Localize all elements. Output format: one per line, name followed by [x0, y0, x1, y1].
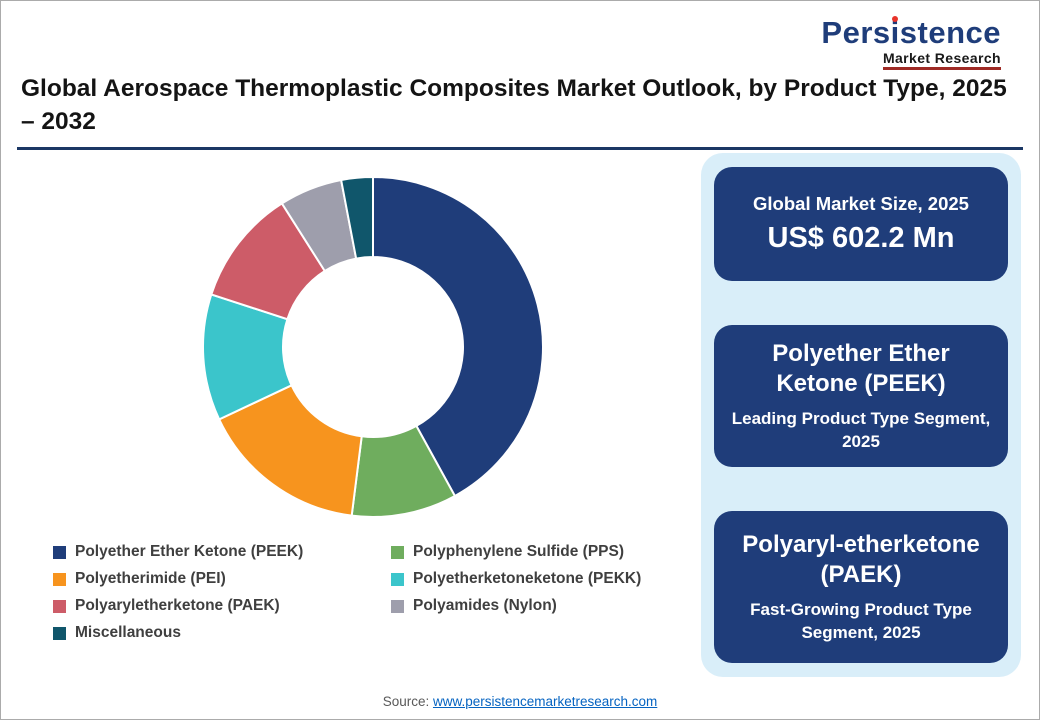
- fast-growing-segment-box: Polyaryl-etherketone (PAEK) Fast-Growing…: [714, 511, 1008, 663]
- market-size-value: US$ 602.2 Mn: [767, 222, 955, 254]
- legend-label: Polyaryletherketone (PAEK): [75, 597, 280, 614]
- legend-swatch: [391, 545, 404, 559]
- company-logo: Persistence Market Research: [821, 17, 1001, 70]
- logo-red-dot-i: i: [890, 15, 900, 50]
- legend-swatch: [53, 545, 66, 559]
- legend-column: Polyether Ether Ketone (PEEK) Polyetherim…: [53, 543, 391, 651]
- market-size-box: Global Market Size, 2025 US$ 602.2 Mn: [714, 167, 1008, 281]
- title-divider: [17, 147, 1023, 150]
- legend-swatch: [391, 599, 404, 613]
- legend-label: Polyetherimide (PEI): [75, 570, 226, 587]
- donut-chart-svg: [202, 175, 544, 519]
- legend-column: Polyphenylene Sulfide (PPS) Polyetherketo…: [391, 543, 641, 651]
- logo-text: Pers: [821, 15, 891, 50]
- donut-chart: [197, 171, 549, 523]
- logo-wordmark: Persistence: [821, 17, 1001, 48]
- source-link[interactable]: www.persistencemarketresearch.com: [432, 694, 658, 709]
- fast-growing-segment-name: Polyaryl-etherketone (PAEK): [742, 531, 980, 589]
- leading-segment-box: Polyether Ether Ketone (PEEK) Leading Pr…: [714, 325, 1008, 467]
- leading-segment-caption: Leading Product Type Segment, 2025: [731, 409, 991, 451]
- donut-segment: [372, 175, 544, 498]
- source-label: Source:: [382, 694, 433, 709]
- legend-label: Polyether Ether Ketone (PEEK): [75, 543, 304, 560]
- legend-label: Miscellaneous: [75, 624, 181, 641]
- source-line: Source: www.persistencemarketresearch.co…: [1, 694, 1039, 709]
- legend-label: Polyamides (Nylon): [413, 597, 557, 614]
- legend-label: Polyphenylene Sulfide (PPS): [413, 543, 625, 560]
- legend-item: Polyphenylene Sulfide (PPS): [391, 543, 641, 561]
- legend-item: Polyetherketoneketone (PEKK): [391, 570, 641, 588]
- legend-item: Polyetherimide (PEI): [53, 570, 391, 588]
- fast-growing-segment-caption: Fast-Growing Product Type Segment, 2025: [750, 600, 972, 642]
- legend-swatch: [53, 572, 66, 586]
- page-title: Global Aerospace Thermoplastic Composite…: [21, 75, 1007, 135]
- highlights-panel: Global Market Size, 2025 US$ 602.2 Mn Po…: [701, 153, 1021, 677]
- legend-label: Polyetherketoneketone (PEKK): [413, 570, 642, 587]
- donut-segment: [339, 175, 374, 260]
- legend-item: Polyether Ether Ketone (PEEK): [53, 543, 391, 561]
- legend-swatch: [53, 626, 66, 640]
- legend-item: Polyamides (Nylon): [391, 597, 641, 615]
- logo-tagline: Market Research: [882, 51, 1001, 70]
- market-size-label: Global Market Size, 2025: [753, 193, 969, 214]
- legend-swatch: [391, 572, 404, 586]
- legend-item: Miscellaneous: [53, 624, 391, 642]
- chart-legend: Polyether Ether Ketone (PEEK) Polyetherim…: [53, 543, 641, 651]
- logo-text: stence: [899, 15, 1001, 50]
- legend-item: Polyaryletherketone (PAEK): [53, 597, 391, 615]
- leading-segment-name: Polyether Ether Ketone (PEEK): [772, 340, 950, 398]
- legend-swatch: [53, 599, 66, 613]
